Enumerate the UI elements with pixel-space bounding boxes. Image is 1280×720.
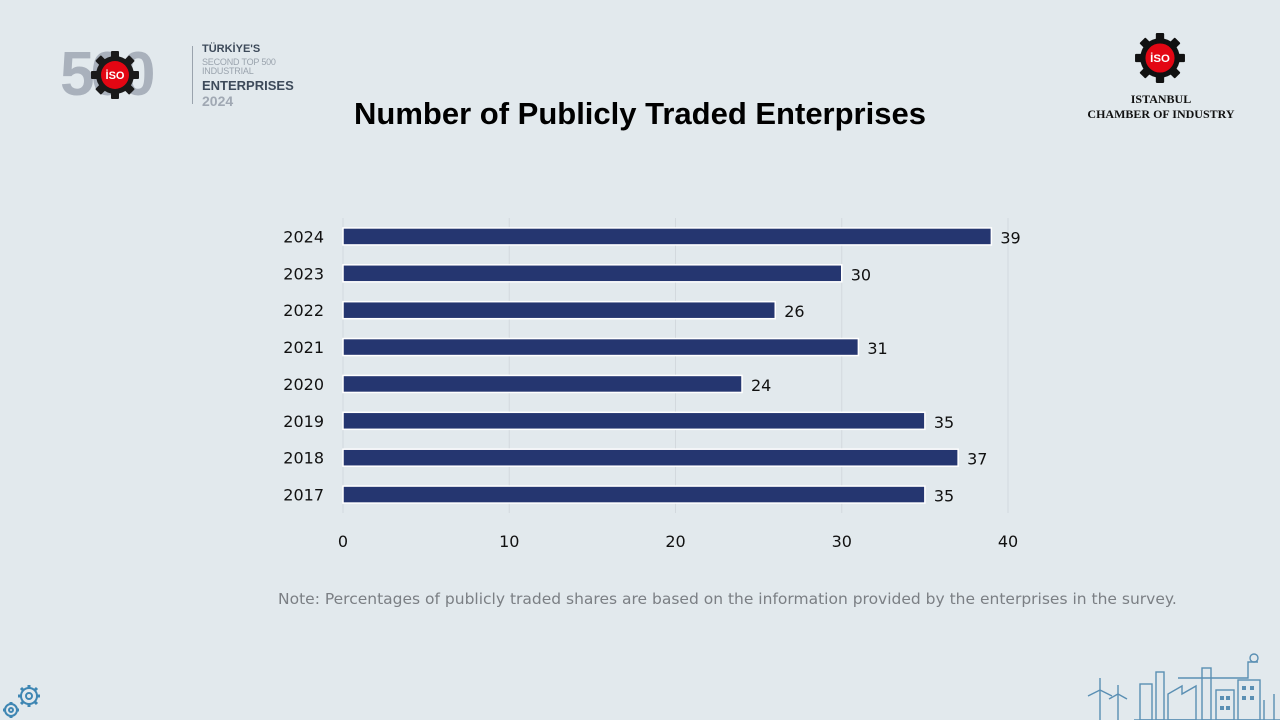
bar: [342, 300, 776, 320]
data-label: 26: [784, 302, 804, 321]
category-label: 2024: [283, 227, 324, 246]
data-label: 30: [851, 265, 871, 284]
data-label: 35: [934, 487, 954, 506]
tick-label: 0: [338, 532, 348, 551]
chart-title: Number of Publicly Traded Enterprises: [354, 96, 926, 131]
bar: [342, 227, 993, 246]
bar: [342, 485, 926, 504]
tick-label: 20: [665, 532, 685, 551]
category-label: 2018: [283, 449, 324, 468]
tick-label: 40: [998, 532, 1018, 551]
bar: [342, 374, 743, 394]
data-label: 31: [867, 339, 887, 358]
logo-right-badge: İSO: [1150, 52, 1170, 65]
iso-gear-icon: İSO: [1135, 33, 1185, 83]
footnote: Note: Percentages of publicly traded sha…: [278, 590, 1177, 608]
data-label: 35: [934, 413, 954, 432]
logo-left-badge: İSO: [106, 69, 125, 82]
chamber-name: ISTANBUL CHAMBER OF INDUSTRY: [1070, 92, 1252, 122]
tick-label: 10: [499, 532, 519, 551]
top-500-logo: 500 İSO TÜRKİYE'S SECOND TOP 500 INDUSTR…: [60, 40, 320, 110]
bar: [342, 411, 926, 431]
chamber-name-line2: CHAMBER OF INDUSTRY: [1087, 107, 1235, 121]
logo-left-line4: 2024: [202, 93, 234, 109]
category-label: 2021: [283, 338, 324, 357]
logo-left-line1: TÜRKİYE'S: [202, 43, 261, 55]
iso-gear-icon: İSO: [91, 51, 139, 99]
category-label: 2023: [283, 264, 324, 283]
bar: [342, 448, 959, 467]
category-label: 2019: [283, 412, 324, 431]
data-label: 24: [751, 376, 771, 395]
logo-left-text: TÜRKİYE'S SECOND TOP 500 INDUSTRIAL ENTE…: [202, 43, 320, 109]
logo-divider: [192, 46, 193, 104]
logo-left-line2: SECOND TOP 500 INDUSTRIAL: [202, 57, 276, 76]
gears-decoration-icon: [3, 685, 40, 718]
factory-illustration-icon: [1087, 653, 1280, 720]
category-label: 2022: [283, 301, 324, 320]
chamber-name-line1: ISTANBUL: [1130, 92, 1192, 106]
logo-left-line3: ENTERPRISES: [202, 78, 294, 93]
category-label: 2017: [283, 486, 324, 505]
bar: [342, 264, 843, 283]
bar: [342, 337, 860, 357]
tick-label: 30: [832, 532, 852, 551]
category-label: 2020: [283, 375, 324, 394]
data-label: 39: [1000, 228, 1020, 247]
data-label: 37: [967, 450, 987, 469]
istanbul-chamber-logo: İSO ISTANBUL CHAMBER OF INDUSTRY: [1070, 30, 1250, 125]
